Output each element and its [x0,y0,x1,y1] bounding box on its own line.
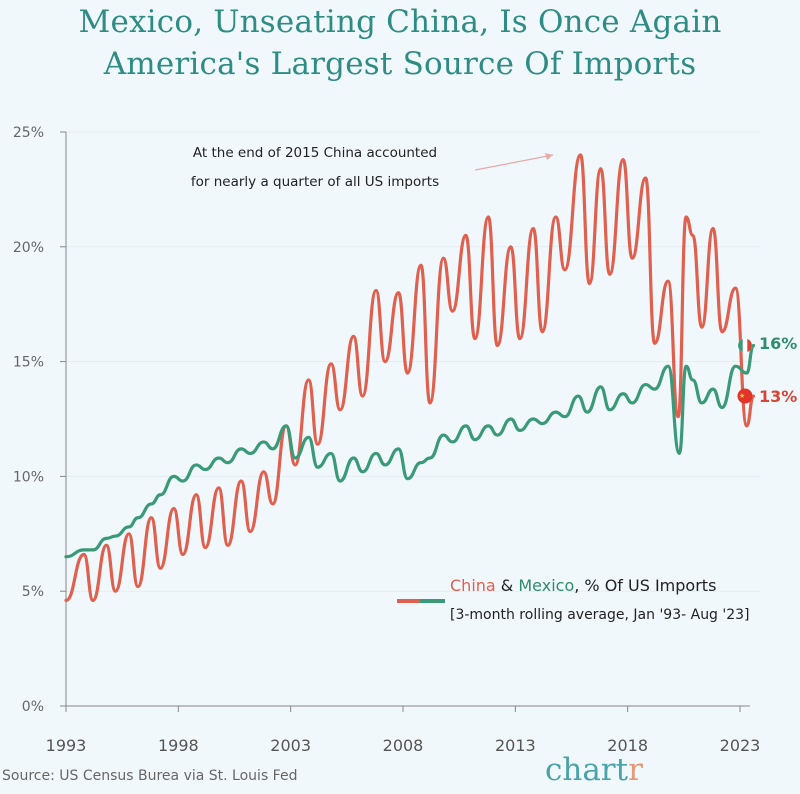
logo-accent: r [628,752,643,788]
legend-china: China [450,576,496,595]
legend-subtitle: [3-month rolling average, Jan '93- Aug '… [450,607,750,623]
mexico-flag-green [738,338,743,353]
mexico-end-label: 16% [759,334,798,353]
chart-title-line1: Mexico, Unseating China, Is Once Again [78,4,722,40]
x-tick-label: 1993 [46,736,87,755]
y-tick-label: 0% [22,699,44,715]
china-end-label: 13% [759,387,798,406]
legend-amp: & [495,576,519,595]
legend-mexico: Mexico [518,576,575,595]
legend-rest: , % Of US Imports [574,576,717,595]
annotation-line2: for nearly a quarter of all US imports [190,174,440,190]
x-tick-label: 2023 [720,736,761,755]
source-note: Source: US Census Burea via St. Louis Fe… [2,768,298,784]
annotation-line1: At the end of 2015 China accounted [192,145,438,161]
annotation-arrowhead [545,153,553,160]
x-tick-label: 2018 [607,736,648,755]
annotation-arrow [474,154,554,171]
chartr-logo: chartr [545,752,643,788]
y-tick-label: 20% [13,240,44,256]
chart-title-line2: America's Largest Source Of Imports [103,46,697,82]
series-line-mexico [64,343,756,559]
y-tick-label: 10% [13,469,44,485]
y-tick-label: 5% [22,584,44,600]
series-line-china [64,153,756,602]
mexico-flag-red [747,338,752,353]
x-tick-label: 1998 [158,736,199,755]
legend-title: China & Mexico, % Of US Imports [450,576,716,595]
x-tick-label: 2003 [270,736,311,755]
china-flag-icon [737,388,753,404]
y-tick-label: 15% [13,355,44,371]
logo-main: chart [545,752,629,788]
y-tick-label: 25% [13,125,44,141]
x-tick-label: 2008 [383,736,424,755]
china-flag-star: ★ [739,392,745,400]
x-tick-label: 2013 [495,736,536,755]
